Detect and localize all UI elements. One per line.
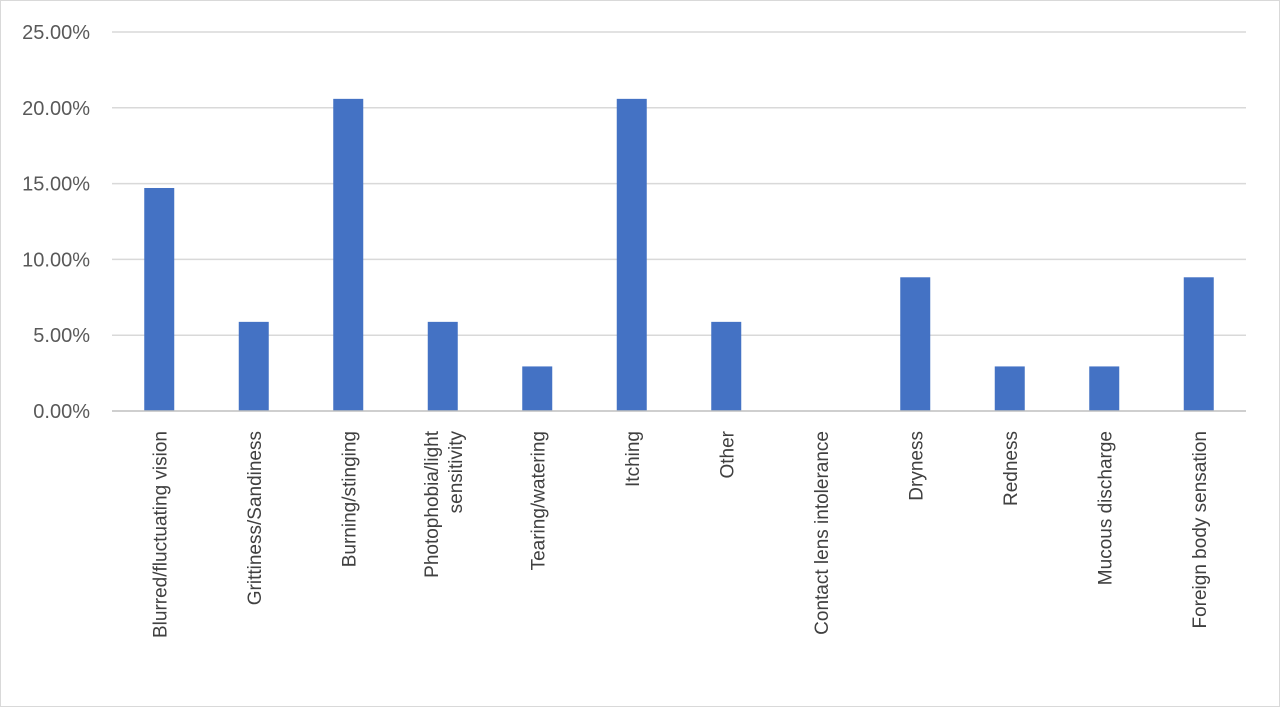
x-tick-label-line: Grittiness/Sandiness (245, 431, 266, 605)
x-tick-label: Grittiness/Sandiness (245, 431, 266, 605)
x-tick-label-line: Foreign body sensation (1190, 431, 1211, 629)
x-tick-label: Foreign body sensation (1190, 431, 1211, 629)
bar (1183, 277, 1214, 411)
y-tick-label: 10.00% (22, 249, 90, 271)
x-tick-label: Dryness (906, 431, 927, 501)
y-tick-label: 5.00% (33, 325, 90, 347)
x-tick-label: Tearing/watering (528, 431, 549, 570)
x-tick-label-line: Dryness (906, 431, 927, 501)
x-tick-label-line: Mucous discharge (1095, 431, 1116, 585)
bar (144, 187, 175, 411)
x-tick-label: Mucous discharge (1095, 431, 1116, 585)
x-tick-label: Contact lens intolerance (812, 431, 833, 635)
gridlines (112, 31, 1246, 336)
x-tick-label-line: Tearing/watering (528, 431, 549, 570)
x-tick-label: Itching (623, 431, 644, 487)
x-tick-label: Blurred/fluctuating vision (150, 431, 171, 638)
x-tick-label-line: Redness (1001, 431, 1022, 506)
bar (1089, 366, 1120, 411)
bar (994, 366, 1025, 411)
y-tick-label: 20.00% (22, 98, 90, 120)
x-tick-label-line: sensitivity (446, 431, 467, 514)
y-tick-label: 15.00% (22, 174, 90, 196)
bar (616, 98, 647, 412)
bar (333, 98, 364, 412)
y-tick-label: 0.00% (33, 401, 90, 423)
bar (427, 321, 458, 411)
x-tick-label: Burning/stinging (339, 431, 360, 567)
x-tick-label-line: Contact lens intolerance (812, 431, 833, 635)
x-axis-labels: Blurred/fluctuating vision Grittiness/San… (150, 430, 1211, 638)
bar (522, 366, 553, 411)
x-tick-label-line: Burning/stinging (339, 431, 360, 567)
bar (711, 321, 742, 411)
x-tick-label: Redness (1001, 431, 1022, 506)
bar (238, 321, 269, 411)
bars (144, 98, 1214, 412)
x-tick-label-line: Photophobia/light (422, 430, 443, 578)
x-tick-label: Other (717, 430, 738, 478)
y-axis-ticks: 0.00% 5.00% 10.00% 15.00% 20.00% 25.00% (22, 22, 90, 423)
y-tick-label: 25.00% (22, 22, 90, 44)
x-tick-label-line: Itching (623, 431, 644, 487)
x-tick-label: Photophobia/light sensitivity (422, 430, 467, 578)
bar (900, 277, 931, 411)
x-tick-label-line: Other (717, 430, 738, 478)
x-tick-label-line: Blurred/fluctuating vision (150, 431, 171, 638)
